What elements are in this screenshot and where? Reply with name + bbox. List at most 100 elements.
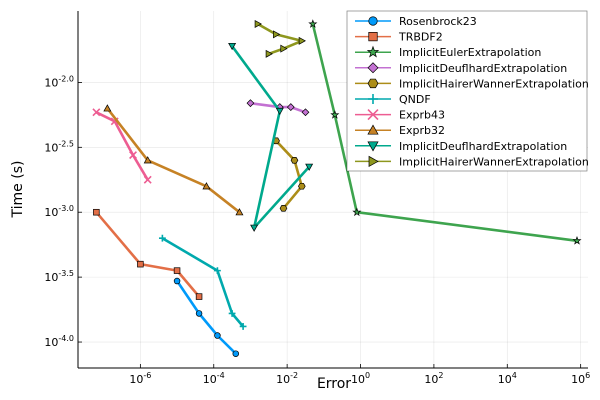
y-tick-label: 10-3.0 — [44, 204, 74, 219]
legend-marker — [367, 141, 379, 152]
series-line — [95, 111, 149, 181]
data-point — [214, 267, 221, 275]
data-point — [93, 208, 100, 216]
series-1 — [93, 208, 203, 300]
data-point — [202, 182, 211, 190]
x-tick-label: 100 — [351, 371, 370, 386]
data-point — [232, 350, 240, 357]
data-point — [298, 182, 306, 190]
tick-layer: 10-6 10-4 10-2 100 102 104 106 10-4.0 10-3.5 10-3… — [44, 74, 590, 386]
legend-entry: ImplicitHairerWannerExtrapolation — [355, 77, 589, 90]
axes-layer — [77, 11, 588, 369]
data-point — [235, 208, 244, 216]
x-tick-label: 106 — [571, 371, 590, 386]
series-line — [275, 139, 304, 210]
data-point — [250, 224, 259, 232]
legend-label: ImplicitDeuflhardExtrapolation — [399, 62, 567, 75]
series-line — [95, 211, 201, 298]
data-point — [246, 99, 255, 108]
data-point — [228, 42, 237, 51]
legend-entry: ImplicitDeuflhardExtrapolation — [355, 62, 567, 75]
legend-marker — [367, 109, 379, 121]
data-point — [298, 36, 306, 45]
data-point — [352, 207, 362, 217]
series-8 — [228, 42, 314, 232]
legend-entry: QNDF — [355, 93, 431, 106]
legend-label: TRBDF2 — [398, 31, 443, 44]
series-6 — [92, 108, 152, 184]
data-point — [273, 30, 281, 39]
x-axis-title: Error — [317, 376, 351, 392]
data-point — [129, 151, 138, 160]
series-line — [231, 45, 311, 230]
legend-label: Exprb43 — [399, 109, 445, 122]
data-point — [103, 104, 112, 112]
data-point — [92, 108, 101, 117]
legend-label: ImplicitHairerWannerExtrapolation — [399, 77, 589, 90]
legend-marker — [368, 31, 378, 42]
series-line — [311, 23, 578, 243]
series-line — [257, 22, 304, 56]
data-point — [195, 293, 203, 300]
legend-entry: Rosenbrock23 — [355, 15, 477, 28]
x-tick-label: 104 — [498, 371, 517, 386]
data-point — [308, 19, 318, 28]
data-point — [239, 323, 247, 330]
series-layer — [92, 19, 582, 357]
data-point — [173, 267, 181, 274]
data-point — [279, 205, 288, 212]
data-point — [290, 156, 299, 164]
legend-entry: Exprb32 — [355, 124, 445, 137]
legend-label: ImplicitDeuflhardExtrapolation — [399, 140, 567, 153]
legend-marker — [368, 16, 378, 26]
data-point — [158, 234, 166, 242]
legend-label: ImplicitHairerWannerExtrapolation — [399, 155, 589, 168]
data-point — [137, 260, 144, 268]
data-point — [275, 107, 284, 116]
data-point — [254, 19, 262, 28]
legend: Rosenbrock23 TRBDF2 ImplicitEulerExtrapola… — [346, 10, 589, 172]
y-tick-label: 10-2.0 — [44, 74, 74, 89]
legend-box — [346, 10, 588, 172]
x-tick-label: 102 — [424, 371, 443, 386]
series-3 — [246, 99, 310, 117]
series-line — [250, 101, 306, 114]
x-tick-label: 10-2 — [276, 371, 298, 386]
legend-label: ImplicitEulerExtrapolation — [399, 46, 541, 59]
series-5 — [158, 234, 247, 330]
legend-entry: Exprb43 — [355, 109, 445, 122]
y-tick-label: 10-2.5 — [44, 139, 74, 154]
legend-marker — [367, 124, 379, 135]
data-point — [286, 103, 295, 111]
series-0 — [173, 277, 240, 357]
series-line — [161, 237, 245, 328]
series-7 — [103, 104, 244, 216]
x-tick-label: 10-4 — [203, 371, 225, 386]
data-point — [228, 310, 236, 317]
legend-entry: ImplicitHairerWannerExtrapolation — [355, 155, 589, 168]
series-2 — [308, 19, 582, 245]
data-point — [214, 332, 221, 339]
data-point — [265, 49, 273, 58]
data-point — [195, 310, 203, 317]
y-tick-label: 10-4.0 — [44, 334, 74, 349]
data-point — [173, 277, 181, 285]
legend-entry: ImplicitDeuflhardExtrapolation — [355, 140, 567, 153]
legend-label: Exprb32 — [399, 124, 445, 137]
legend-entry: TRBDF2 — [355, 31, 443, 44]
series-9 — [254, 19, 306, 58]
data-point — [572, 236, 582, 245]
legend-marker — [367, 78, 379, 89]
series-line — [176, 280, 237, 355]
legend-entry: ImplicitEulerExtrapolation — [355, 45, 541, 59]
data-point — [301, 108, 310, 117]
y-tick-label: 10-3.5 — [44, 269, 74, 284]
data-point — [143, 156, 152, 164]
data-point — [280, 44, 288, 53]
data-point — [305, 163, 314, 171]
legend-marker — [368, 155, 379, 167]
data-point — [330, 110, 340, 119]
x-tick-label: 10-6 — [129, 371, 151, 386]
series-line — [106, 107, 241, 214]
